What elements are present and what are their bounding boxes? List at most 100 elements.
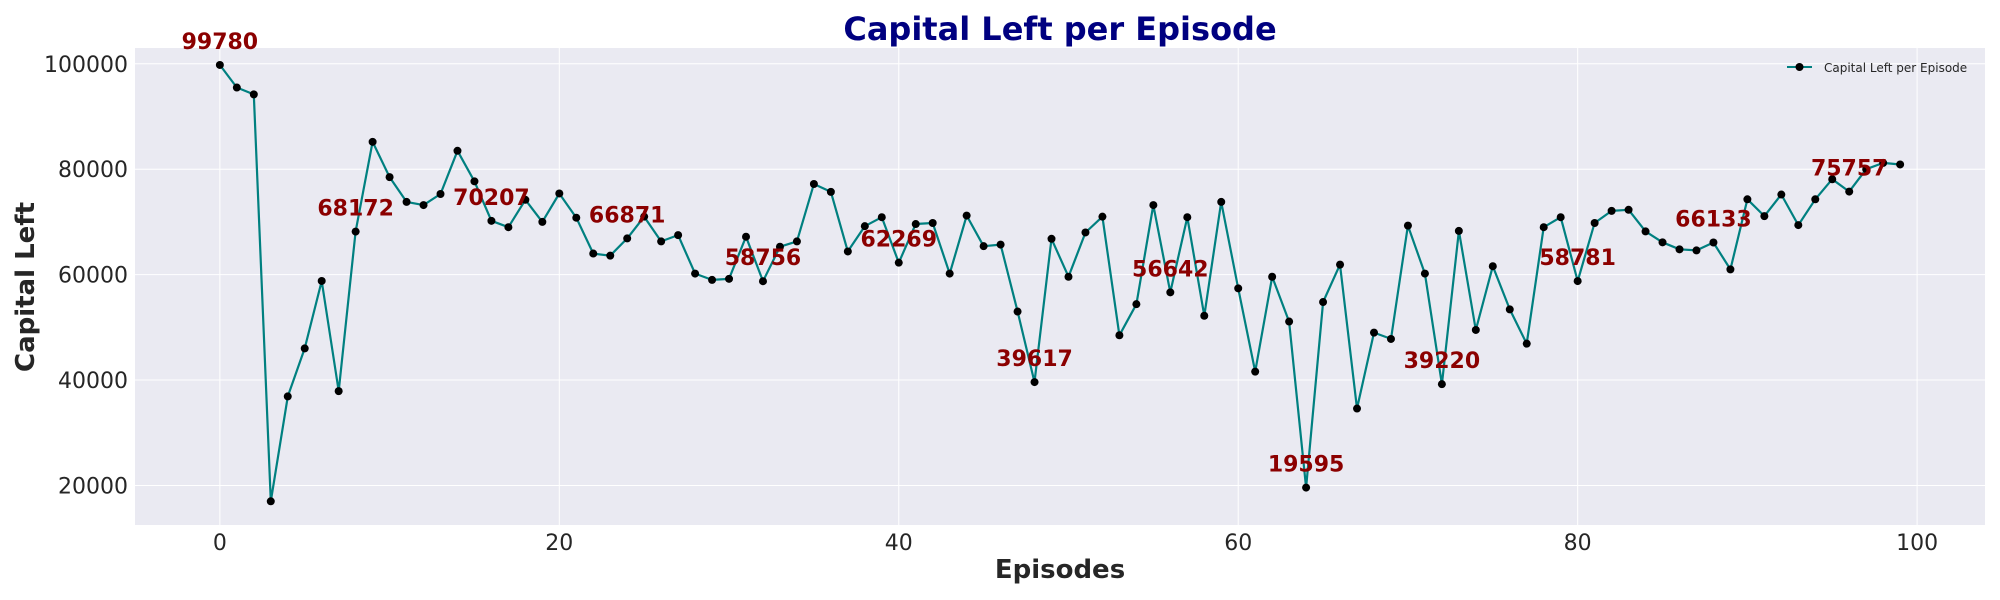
annotations: 99780 68172 70207 66871 58756 62269 39617 56642… bbox=[182, 30, 1888, 478]
data-point bbox=[996, 240, 1005, 249]
data-label: 75757 bbox=[1811, 157, 1888, 182]
data-point bbox=[1217, 197, 1226, 206]
data-label: 68172 bbox=[317, 197, 394, 222]
data-label: 39617 bbox=[996, 347, 1073, 372]
data-point bbox=[538, 217, 547, 226]
series-line bbox=[219, 64, 1901, 503]
plot-background bbox=[135, 48, 1985, 525]
data-label: 19595 bbox=[1268, 453, 1345, 478]
data-point bbox=[979, 242, 988, 251]
data-point bbox=[1879, 158, 1888, 167]
data-point bbox=[453, 146, 462, 155]
data-point bbox=[232, 83, 241, 92]
y-tick-label: 100000 bbox=[44, 53, 128, 78]
data-point bbox=[928, 218, 937, 227]
data-point bbox=[962, 211, 971, 220]
data-point bbox=[215, 60, 224, 69]
data-point bbox=[487, 216, 496, 225]
data-point bbox=[657, 237, 666, 246]
data-point bbox=[1760, 212, 1769, 221]
data-point bbox=[1794, 221, 1803, 230]
data-point bbox=[691, 269, 700, 278]
data-point bbox=[674, 231, 683, 240]
data-point bbox=[1709, 238, 1718, 247]
x-tick-label: 60 bbox=[1224, 531, 1252, 556]
data-point bbox=[334, 387, 343, 396]
data-point bbox=[300, 344, 309, 353]
data-point bbox=[1437, 380, 1446, 389]
data-label: 58756 bbox=[725, 246, 802, 271]
data-point bbox=[1030, 378, 1039, 387]
data-point bbox=[623, 234, 632, 243]
data-point bbox=[911, 220, 920, 229]
data-point bbox=[809, 179, 818, 188]
data-point bbox=[1200, 311, 1209, 320]
data-point bbox=[792, 237, 801, 246]
data-point bbox=[1098, 212, 1107, 221]
data-point bbox=[775, 242, 784, 251]
data-point bbox=[1488, 262, 1497, 271]
data-point bbox=[945, 269, 954, 278]
data-point bbox=[1641, 227, 1650, 236]
data-point bbox=[572, 213, 581, 222]
data-point bbox=[1828, 175, 1837, 184]
data-point bbox=[1403, 221, 1412, 230]
data-point bbox=[1573, 277, 1582, 286]
x-axis-label: Episodes bbox=[995, 555, 1125, 585]
data-point bbox=[249, 90, 258, 99]
data-point bbox=[1624, 205, 1633, 214]
data-point bbox=[1353, 404, 1362, 413]
data-point bbox=[1777, 190, 1786, 199]
data-point bbox=[1013, 307, 1022, 316]
data-point bbox=[1081, 228, 1090, 237]
data-point bbox=[1471, 325, 1480, 334]
data-point bbox=[1539, 223, 1548, 232]
data-point bbox=[504, 223, 513, 232]
data-point bbox=[1064, 272, 1073, 281]
data-point bbox=[402, 197, 411, 206]
legend-marker bbox=[1795, 63, 1804, 71]
data-label: 66133 bbox=[1675, 207, 1752, 232]
data-point bbox=[1454, 226, 1463, 235]
data-point bbox=[843, 247, 852, 256]
data-point bbox=[1675, 245, 1684, 254]
data-point bbox=[436, 189, 445, 198]
data-point bbox=[317, 276, 326, 285]
data-point bbox=[725, 274, 734, 283]
data-point bbox=[742, 232, 751, 241]
data-point bbox=[877, 213, 886, 222]
y-tick-label: 60000 bbox=[58, 264, 128, 289]
data-point bbox=[521, 195, 530, 204]
data-point bbox=[1811, 195, 1820, 204]
data-point bbox=[1658, 238, 1667, 247]
data-label: 39220 bbox=[1404, 349, 1481, 374]
legend-label: Capital Left per Episode bbox=[1824, 61, 1967, 75]
y-axis-label: Capital Left bbox=[11, 202, 41, 372]
y-tick-label: 80000 bbox=[58, 158, 128, 183]
data-point bbox=[368, 137, 377, 146]
data-point bbox=[1845, 187, 1854, 196]
data-point bbox=[708, 275, 717, 284]
data-point bbox=[894, 258, 903, 267]
data-label: 66871 bbox=[589, 203, 666, 228]
data-point bbox=[1556, 213, 1565, 222]
data-point bbox=[1369, 328, 1378, 337]
legend: Capital Left per Episode bbox=[1787, 61, 1967, 75]
data-point bbox=[1285, 317, 1294, 326]
data-point bbox=[1896, 160, 1905, 169]
x-tick-label: 20 bbox=[545, 531, 573, 556]
data-point bbox=[283, 392, 292, 401]
x-tick-label: 100 bbox=[1896, 531, 1938, 556]
data-point bbox=[351, 227, 360, 236]
data-point bbox=[1420, 269, 1429, 278]
grid bbox=[135, 48, 1985, 525]
y-axis-ticks: 20000 40000 60000 80000 100000 bbox=[44, 53, 128, 500]
data-point bbox=[1692, 246, 1701, 255]
data-point bbox=[1336, 260, 1345, 269]
series-layer bbox=[215, 60, 1905, 506]
x-tick-label: 40 bbox=[885, 531, 913, 556]
data-point bbox=[1743, 195, 1752, 204]
data-label: 99780 bbox=[182, 30, 259, 55]
data-point bbox=[470, 177, 479, 186]
